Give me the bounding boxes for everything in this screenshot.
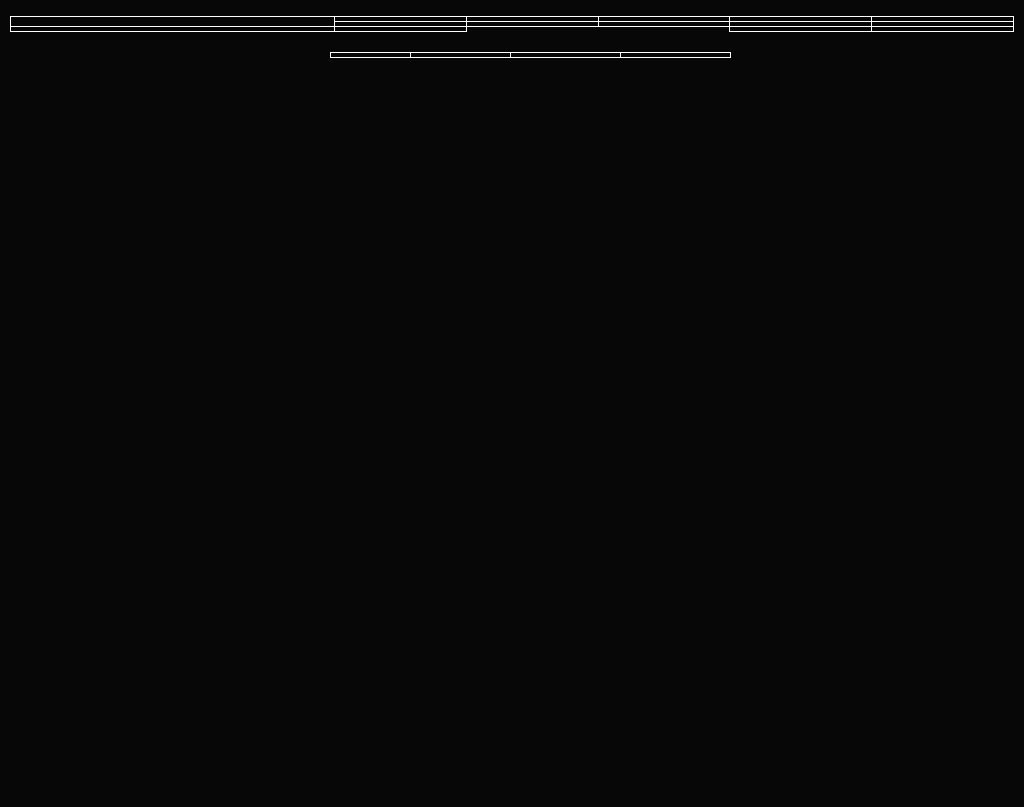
- varav-d-label: [730, 27, 872, 32]
- varav-a: [335, 27, 467, 32]
- col-kolumn: [11, 17, 335, 27]
- performance-table: [10, 52, 731, 58]
- varav-row: [11, 27, 1014, 32]
- varav-label: [11, 27, 335, 32]
- varav-e: [872, 27, 1014, 32]
- energy-table: [10, 16, 1014, 32]
- perf-c1: [330, 53, 410, 58]
- perf-c3: [510, 53, 620, 58]
- perf-c4: [620, 53, 730, 58]
- perf-c2: [410, 53, 510, 58]
- perf-c0: [10, 53, 330, 58]
